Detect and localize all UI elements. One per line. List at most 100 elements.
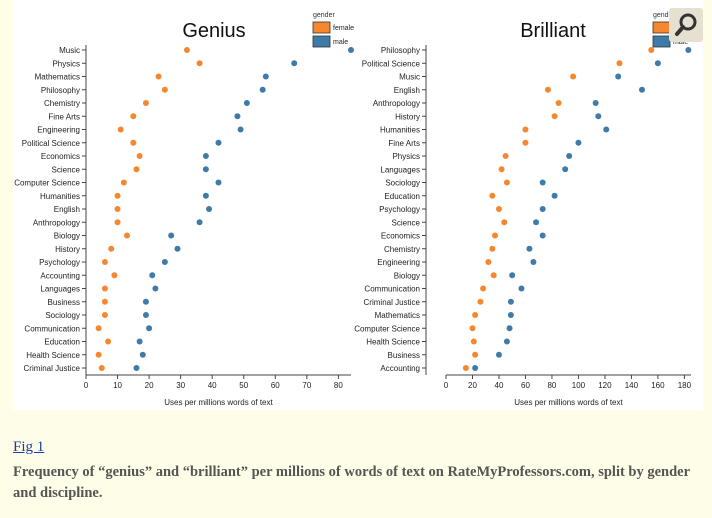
point-female bbox=[117, 126, 124, 133]
point-male bbox=[161, 259, 168, 265]
x-tick-label: 20 bbox=[468, 381, 477, 390]
point-female bbox=[183, 47, 190, 53]
point-female bbox=[111, 272, 118, 279]
point-female bbox=[469, 325, 476, 332]
point-male bbox=[595, 113, 602, 120]
point-female bbox=[555, 100, 562, 106]
x-axis-title: Uses per millions words of text bbox=[164, 398, 273, 407]
x-tick-label: 140 bbox=[625, 381, 639, 390]
point-male bbox=[291, 60, 298, 67]
caption-text: Frequency of “genius” and “brilliant” pe… bbox=[13, 464, 690, 501]
category-label: Education bbox=[44, 338, 80, 347]
point-male bbox=[472, 365, 479, 371]
figure-link[interactable]: Fig 1 bbox=[13, 439, 45, 455]
category-label: Chemistry bbox=[384, 245, 420, 254]
legend-title: gender bbox=[653, 12, 675, 19]
category-label: Sociology bbox=[385, 179, 420, 188]
point-female bbox=[616, 60, 623, 67]
point-female bbox=[472, 312, 479, 318]
point-female bbox=[501, 219, 508, 226]
category-label: Physics bbox=[52, 59, 80, 68]
point-female bbox=[544, 86, 551, 93]
category-label: Accounting bbox=[380, 364, 420, 373]
x-tick-label: 30 bbox=[176, 381, 185, 390]
x-axis-title: Uses per millions words of text bbox=[514, 398, 623, 407]
category-label: Science bbox=[52, 165, 81, 174]
point-female bbox=[133, 166, 140, 173]
category-label: Political Science bbox=[22, 139, 81, 148]
point-male bbox=[539, 232, 546, 239]
point-male bbox=[533, 219, 540, 226]
x-tick-label: 40 bbox=[208, 381, 217, 390]
point-male bbox=[518, 285, 525, 292]
point-female bbox=[551, 113, 558, 120]
point-female bbox=[472, 351, 479, 358]
point-female bbox=[95, 351, 102, 358]
point-male bbox=[234, 113, 241, 120]
category-label: Criminal Justice bbox=[24, 364, 81, 373]
category-label: Philosophy bbox=[381, 46, 420, 55]
point-male bbox=[202, 192, 209, 199]
category-label: Biology bbox=[394, 271, 420, 280]
point-female bbox=[142, 100, 149, 106]
point-female bbox=[485, 259, 492, 265]
point-male bbox=[136, 338, 143, 345]
point-male bbox=[506, 325, 513, 332]
chart-title: Brilliant bbox=[520, 20, 586, 42]
point-female bbox=[130, 139, 137, 146]
category-label: English bbox=[54, 205, 80, 214]
point-female bbox=[161, 86, 168, 93]
category-label: Economics bbox=[381, 232, 420, 241]
point-male bbox=[133, 365, 140, 371]
category-label: Fine Arts bbox=[388, 139, 420, 148]
category-label: Criminal Justice bbox=[364, 298, 421, 307]
point-male bbox=[142, 298, 149, 305]
point-female bbox=[477, 298, 484, 305]
point-female bbox=[95, 325, 102, 332]
point-male bbox=[152, 285, 159, 292]
figure-caption: Fig 1 Frequency of “genius” and “brillia… bbox=[13, 438, 703, 504]
point-female bbox=[114, 219, 121, 226]
point-male bbox=[639, 86, 645, 93]
point-male bbox=[495, 351, 502, 358]
category-label: Music bbox=[59, 46, 80, 55]
legend-swatch-male bbox=[312, 35, 331, 48]
point-male bbox=[539, 206, 546, 212]
x-tick-label: 120 bbox=[598, 381, 612, 390]
point-female bbox=[498, 166, 505, 173]
point-male bbox=[530, 259, 537, 265]
point-male bbox=[142, 312, 149, 318]
point-male bbox=[507, 298, 514, 305]
legend-title: gender bbox=[313, 12, 335, 19]
point-male bbox=[262, 73, 269, 80]
point-female bbox=[98, 365, 105, 371]
legend-swatch-male bbox=[652, 35, 671, 48]
legend-label-male: male bbox=[673, 39, 688, 46]
point-male bbox=[551, 192, 558, 199]
category-label: Communication bbox=[24, 324, 80, 333]
category-label: Physics bbox=[392, 152, 420, 161]
point-female bbox=[522, 126, 529, 133]
point-female bbox=[495, 206, 502, 212]
point-male bbox=[592, 100, 599, 106]
x-tick-label: 180 bbox=[678, 381, 692, 390]
category-label: Music bbox=[399, 73, 420, 82]
zoom-tool-button[interactable] bbox=[669, 8, 703, 42]
point-female bbox=[101, 298, 108, 305]
x-tick-label: 80 bbox=[334, 381, 343, 390]
category-label: Health Science bbox=[366, 338, 420, 347]
point-male bbox=[539, 179, 546, 186]
point-female bbox=[570, 73, 577, 80]
category-label: Psychology bbox=[39, 258, 80, 267]
x-tick-label: 40 bbox=[495, 381, 504, 390]
category-label: English bbox=[394, 86, 420, 95]
point-female bbox=[480, 285, 487, 292]
x-tick-label: 60 bbox=[521, 381, 530, 390]
point-female bbox=[470, 338, 477, 345]
category-label: History bbox=[55, 245, 80, 254]
x-tick-label: 50 bbox=[239, 381, 248, 390]
category-label: Science bbox=[392, 218, 421, 227]
point-male bbox=[168, 232, 175, 239]
category-label: Business bbox=[388, 351, 420, 360]
point-male bbox=[503, 338, 510, 345]
